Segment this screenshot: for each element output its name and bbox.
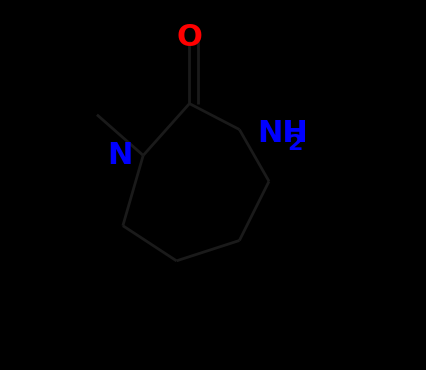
Text: O: O (176, 23, 202, 51)
Text: 2: 2 (287, 134, 302, 154)
Text: NH: NH (256, 120, 307, 148)
Text: N: N (107, 141, 132, 170)
